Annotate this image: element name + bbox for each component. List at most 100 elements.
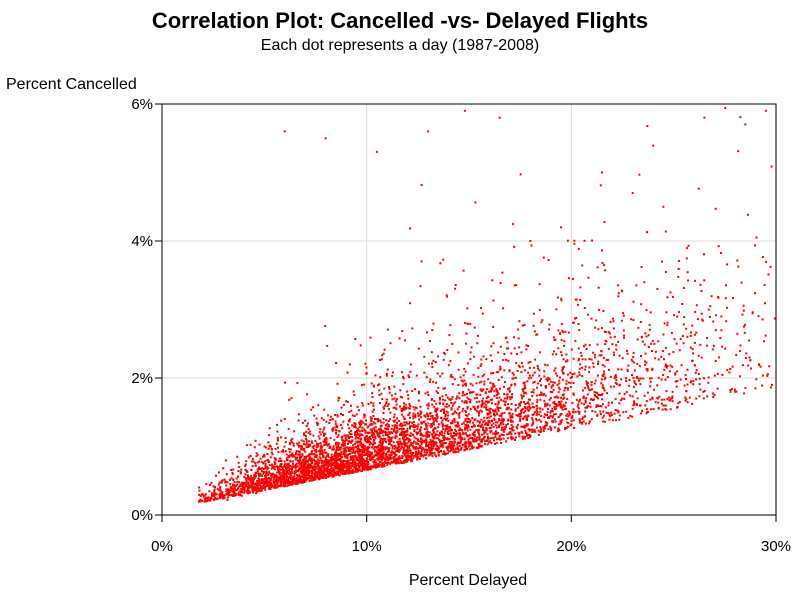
- data-point: [484, 431, 487, 434]
- data-point: [302, 474, 305, 477]
- data-point: [269, 456, 272, 459]
- data-point: [317, 422, 320, 425]
- data-point: [403, 421, 406, 424]
- data-point: [500, 376, 503, 379]
- data-point: [366, 466, 369, 469]
- data-point: [252, 480, 255, 483]
- data-point: [308, 456, 311, 459]
- data-point: [555, 308, 558, 311]
- data-point: [219, 494, 222, 497]
- data-point: [392, 441, 395, 444]
- data-point: [664, 346, 667, 349]
- data-point: [321, 465, 323, 468]
- data-point: [322, 440, 325, 443]
- data-point: [539, 394, 542, 396]
- data-point: [662, 333, 665, 336]
- data-point: [334, 457, 337, 460]
- data-point: [325, 469, 328, 472]
- data-point: [258, 478, 261, 481]
- data-point: [351, 435, 354, 438]
- data-point: [437, 423, 440, 426]
- data-point: [358, 441, 360, 444]
- data-point: [507, 403, 510, 406]
- data-point: [308, 477, 311, 480]
- data-point: [233, 490, 236, 493]
- data-point: [533, 406, 536, 409]
- data-point: [422, 455, 425, 458]
- data-point: [545, 378, 548, 381]
- data-point: [338, 446, 341, 449]
- data-point: [358, 426, 361, 429]
- data-point: [656, 396, 659, 399]
- data-point: [488, 400, 491, 403]
- data-point: [329, 419, 332, 422]
- data-point: [374, 442, 376, 445]
- data-point: [352, 466, 355, 469]
- data-point: [393, 397, 396, 400]
- data-point: [444, 429, 447, 432]
- data-point: [341, 460, 344, 463]
- data-point: [689, 381, 692, 384]
- data-point: [651, 396, 654, 399]
- data-point: [647, 411, 650, 414]
- data-point: [255, 492, 258, 495]
- data-point: [334, 414, 336, 417]
- data-point: [439, 398, 441, 401]
- data-point: [525, 348, 528, 351]
- data-point: [262, 487, 264, 490]
- data-point: [699, 283, 702, 286]
- data-point: [332, 446, 335, 449]
- data-point: [393, 416, 396, 419]
- data-point: [233, 493, 236, 495]
- data-point: [392, 461, 394, 464]
- data-point: [605, 411, 608, 414]
- data-point: [382, 421, 385, 424]
- data-point: [687, 279, 690, 282]
- data-point: [305, 437, 308, 440]
- data-point: [458, 397, 461, 400]
- data-point: [303, 443, 306, 446]
- data-point: [505, 408, 508, 411]
- data-point: [420, 447, 423, 450]
- data-point: [383, 458, 386, 461]
- data-point: [454, 430, 457, 433]
- data-point: [346, 434, 349, 437]
- data-point: [319, 428, 322, 431]
- data-point: [635, 284, 638, 287]
- data-point: [406, 445, 409, 448]
- data-point: [610, 414, 613, 417]
- data-point: [327, 453, 330, 456]
- data-point: [638, 379, 641, 382]
- data-point: [475, 446, 478, 449]
- data-point: [685, 398, 688, 401]
- data-point: [296, 479, 298, 482]
- data-point: [334, 472, 336, 475]
- data-point: [652, 144, 655, 147]
- data-point: [459, 442, 461, 444]
- data-point: [393, 451, 396, 454]
- data-point: [313, 467, 316, 470]
- data-point: [262, 468, 265, 470]
- data-point: [385, 427, 388, 430]
- data-point: [378, 383, 381, 386]
- data-point: [578, 371, 581, 374]
- data-point: [649, 385, 652, 388]
- data-point: [287, 476, 290, 479]
- data-point: [249, 481, 252, 484]
- data-point: [437, 355, 440, 358]
- data-point: [483, 416, 486, 419]
- data-point: [397, 456, 400, 459]
- data-point: [282, 484, 285, 487]
- data-point: [335, 450, 337, 453]
- data-point: [299, 479, 302, 482]
- data-point: [703, 390, 706, 393]
- data-point: [463, 393, 466, 396]
- data-point: [549, 380, 552, 383]
- data-point: [443, 453, 446, 456]
- data-point: [668, 396, 671, 399]
- data-point: [625, 380, 628, 382]
- data-point: [506, 387, 509, 390]
- data-point: [518, 320, 521, 323]
- data-point: [581, 389, 584, 392]
- data-point: [481, 423, 484, 426]
